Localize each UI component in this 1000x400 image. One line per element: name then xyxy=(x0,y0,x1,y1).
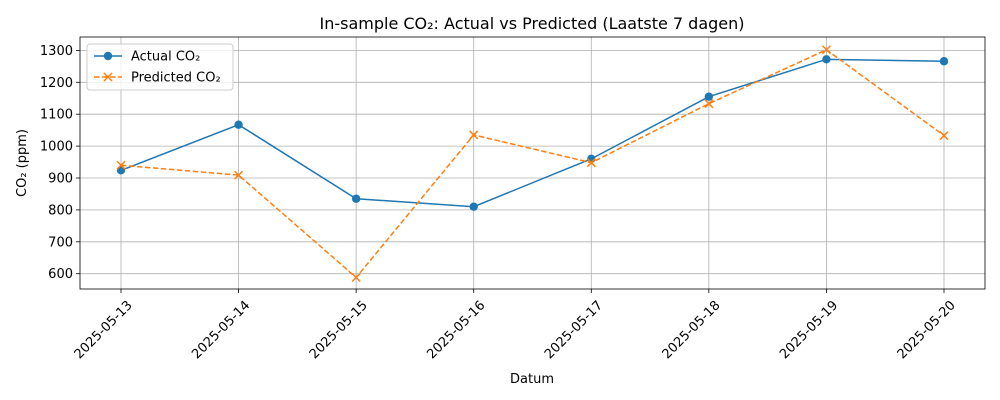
marker-stroke xyxy=(351,272,361,283)
legend-label: Predicted CO₂ xyxy=(131,71,221,86)
marker-stroke xyxy=(939,131,949,141)
x-axis: 2025-05-13 2025-05-14 2025-05-15 2025-05-16… xyxy=(72,289,959,362)
x-tick-label: 2025-05-17 xyxy=(542,298,606,362)
legend: Actual CO₂ Predicted CO₂ xyxy=(86,43,234,91)
marker-stroke xyxy=(704,99,714,109)
data-point-actual xyxy=(469,202,478,211)
x-axis-label: Datum xyxy=(510,372,554,387)
marker-stroke xyxy=(821,45,831,55)
x-tick-label: 2025-05-15 xyxy=(307,298,371,362)
y-tick-label: 600 xyxy=(48,267,73,282)
data-point-actual xyxy=(704,92,714,101)
legend-marker xyxy=(103,72,113,82)
y-tick-label: 1200 xyxy=(40,76,73,91)
series-line-predicted xyxy=(120,48,945,279)
data-point-predicted xyxy=(821,45,831,55)
data-point-predicted xyxy=(586,158,596,168)
data-point-predicted xyxy=(234,170,244,180)
x-tick-label: 2025-05-16 xyxy=(424,298,488,362)
series xyxy=(116,45,949,283)
x-tick-label: 2025-05-14 xyxy=(189,298,253,362)
data-point-predicted xyxy=(939,131,949,141)
legend-marker xyxy=(103,51,113,61)
data-point-predicted xyxy=(116,160,126,170)
y-axis: 600 700 800 900 1000 1100 1200 1300 xyxy=(40,44,80,282)
x-tick-label: 2025-05-20 xyxy=(895,298,959,362)
series-line-actual xyxy=(120,58,945,208)
marker-stroke xyxy=(469,130,479,140)
y-tick-label: 800 xyxy=(48,203,73,218)
y-tick-label: 1000 xyxy=(40,140,73,155)
y-tick-label: 700 xyxy=(48,235,73,250)
grid xyxy=(80,37,985,289)
data-point-actual xyxy=(822,55,831,64)
data-point-predicted xyxy=(351,272,361,283)
legend-label: Actual CO₂ xyxy=(131,50,200,65)
data-point-actual xyxy=(351,194,361,203)
y-tick-label: 900 xyxy=(48,171,73,186)
data-point-actual xyxy=(939,57,949,66)
data-point-predicted xyxy=(704,99,714,109)
chart-title: In-sample CO₂: Actual vs Predicted (Laat… xyxy=(319,14,744,33)
legend-box xyxy=(86,43,234,91)
marker-stroke xyxy=(586,158,596,168)
y-tick-label: 1300 xyxy=(40,44,73,59)
marker-stroke xyxy=(116,160,126,170)
x-tick-label: 2025-05-13 xyxy=(72,298,136,362)
marker-stroke xyxy=(234,170,244,180)
x-tick-label: 2025-05-18 xyxy=(660,298,724,362)
y-axis-label: CO₂ (ppm) xyxy=(15,129,30,197)
data-point-predicted xyxy=(469,130,479,140)
x-tick-label: 2025-05-19 xyxy=(777,298,841,362)
y-tick-label: 1100 xyxy=(40,108,73,123)
data-point-actual xyxy=(234,120,243,129)
plot-frame xyxy=(79,36,986,290)
